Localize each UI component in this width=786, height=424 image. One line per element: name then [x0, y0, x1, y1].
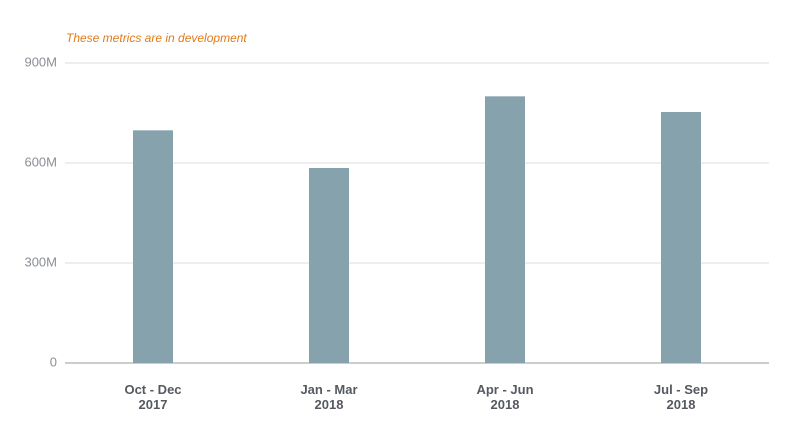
bar: [133, 130, 173, 363]
x-tick-label: Oct - Dec 2017: [124, 382, 181, 412]
x-tick-label-line: Jul - Sep: [654, 382, 708, 397]
x-tick-label-line: 2018: [491, 397, 520, 412]
bar: [309, 168, 349, 363]
y-tick-label: 300M: [24, 254, 57, 269]
x-tick-label-line: Jan - Mar: [300, 382, 357, 397]
x-tick-label-line: Oct - Dec: [124, 382, 181, 397]
y-tick-label: 0: [50, 354, 57, 369]
x-tick-label: Jul - Sep 2018: [654, 382, 708, 412]
x-tick-label: Jan - Mar 2018: [300, 382, 357, 412]
x-tick-label-line: 2017: [139, 397, 168, 412]
x-tick-label-line: 2018: [667, 397, 696, 412]
x-tick-label: Apr - Jun 2018: [476, 382, 533, 412]
y-tick-label: 600M: [24, 154, 57, 169]
y-tick-label: 900M: [24, 54, 57, 69]
annotation: These metrics are in development: [66, 31, 247, 45]
bar: [661, 112, 701, 363]
x-tick-label-line: 2018: [315, 397, 344, 412]
x-tick-label-line: Apr - Jun: [476, 382, 533, 397]
bar: [485, 96, 525, 363]
